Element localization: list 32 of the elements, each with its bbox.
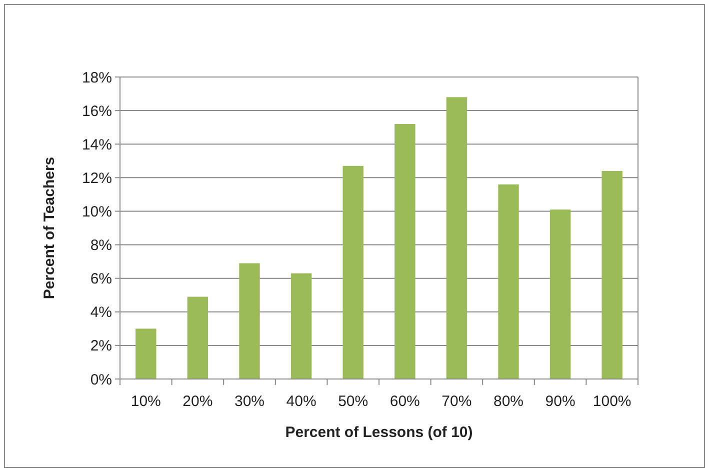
bar	[498, 184, 519, 379]
x-axis-title: Percent of Lessons (of 10)	[285, 424, 473, 441]
x-tick-label: 70%	[442, 393, 472, 410]
bar	[239, 263, 260, 379]
x-tick-label: 20%	[182, 393, 213, 410]
y-tick-label: 10%	[82, 203, 112, 220]
y-tick-label: 12%	[82, 170, 112, 187]
y-tick-label: 6%	[90, 270, 112, 288]
bar	[394, 124, 416, 379]
bar	[550, 210, 571, 379]
y-tick-label: 18%	[82, 69, 112, 86]
y-tick-label: 8%	[90, 237, 112, 254]
bar	[342, 166, 364, 379]
x-tick-label: 50%	[338, 393, 368, 410]
x-tick-label: 90%	[545, 393, 576, 410]
y-tick-label: 2%	[90, 338, 112, 355]
y-tick-label: 16%	[82, 102, 112, 120]
bar	[446, 97, 468, 379]
x-tick-label: 30%	[234, 393, 265, 410]
y-tick-label: 14%	[82, 136, 112, 154]
bar	[602, 170, 622, 379]
bar	[290, 273, 312, 379]
x-tick-label: 100%	[592, 393, 632, 410]
x-tick-label: 40%	[286, 393, 316, 410]
bar	[136, 328, 156, 379]
bar	[187, 296, 208, 379]
x-tick-label: 10%	[130, 393, 161, 410]
y-axis-title: Percent of Teachers	[41, 156, 58, 300]
x-tick-label: 60%	[390, 393, 420, 410]
y-tick-label: 0%	[90, 371, 112, 388]
x-tick-label: 80%	[493, 393, 524, 410]
y-tick-label: 4%	[90, 304, 112, 322]
